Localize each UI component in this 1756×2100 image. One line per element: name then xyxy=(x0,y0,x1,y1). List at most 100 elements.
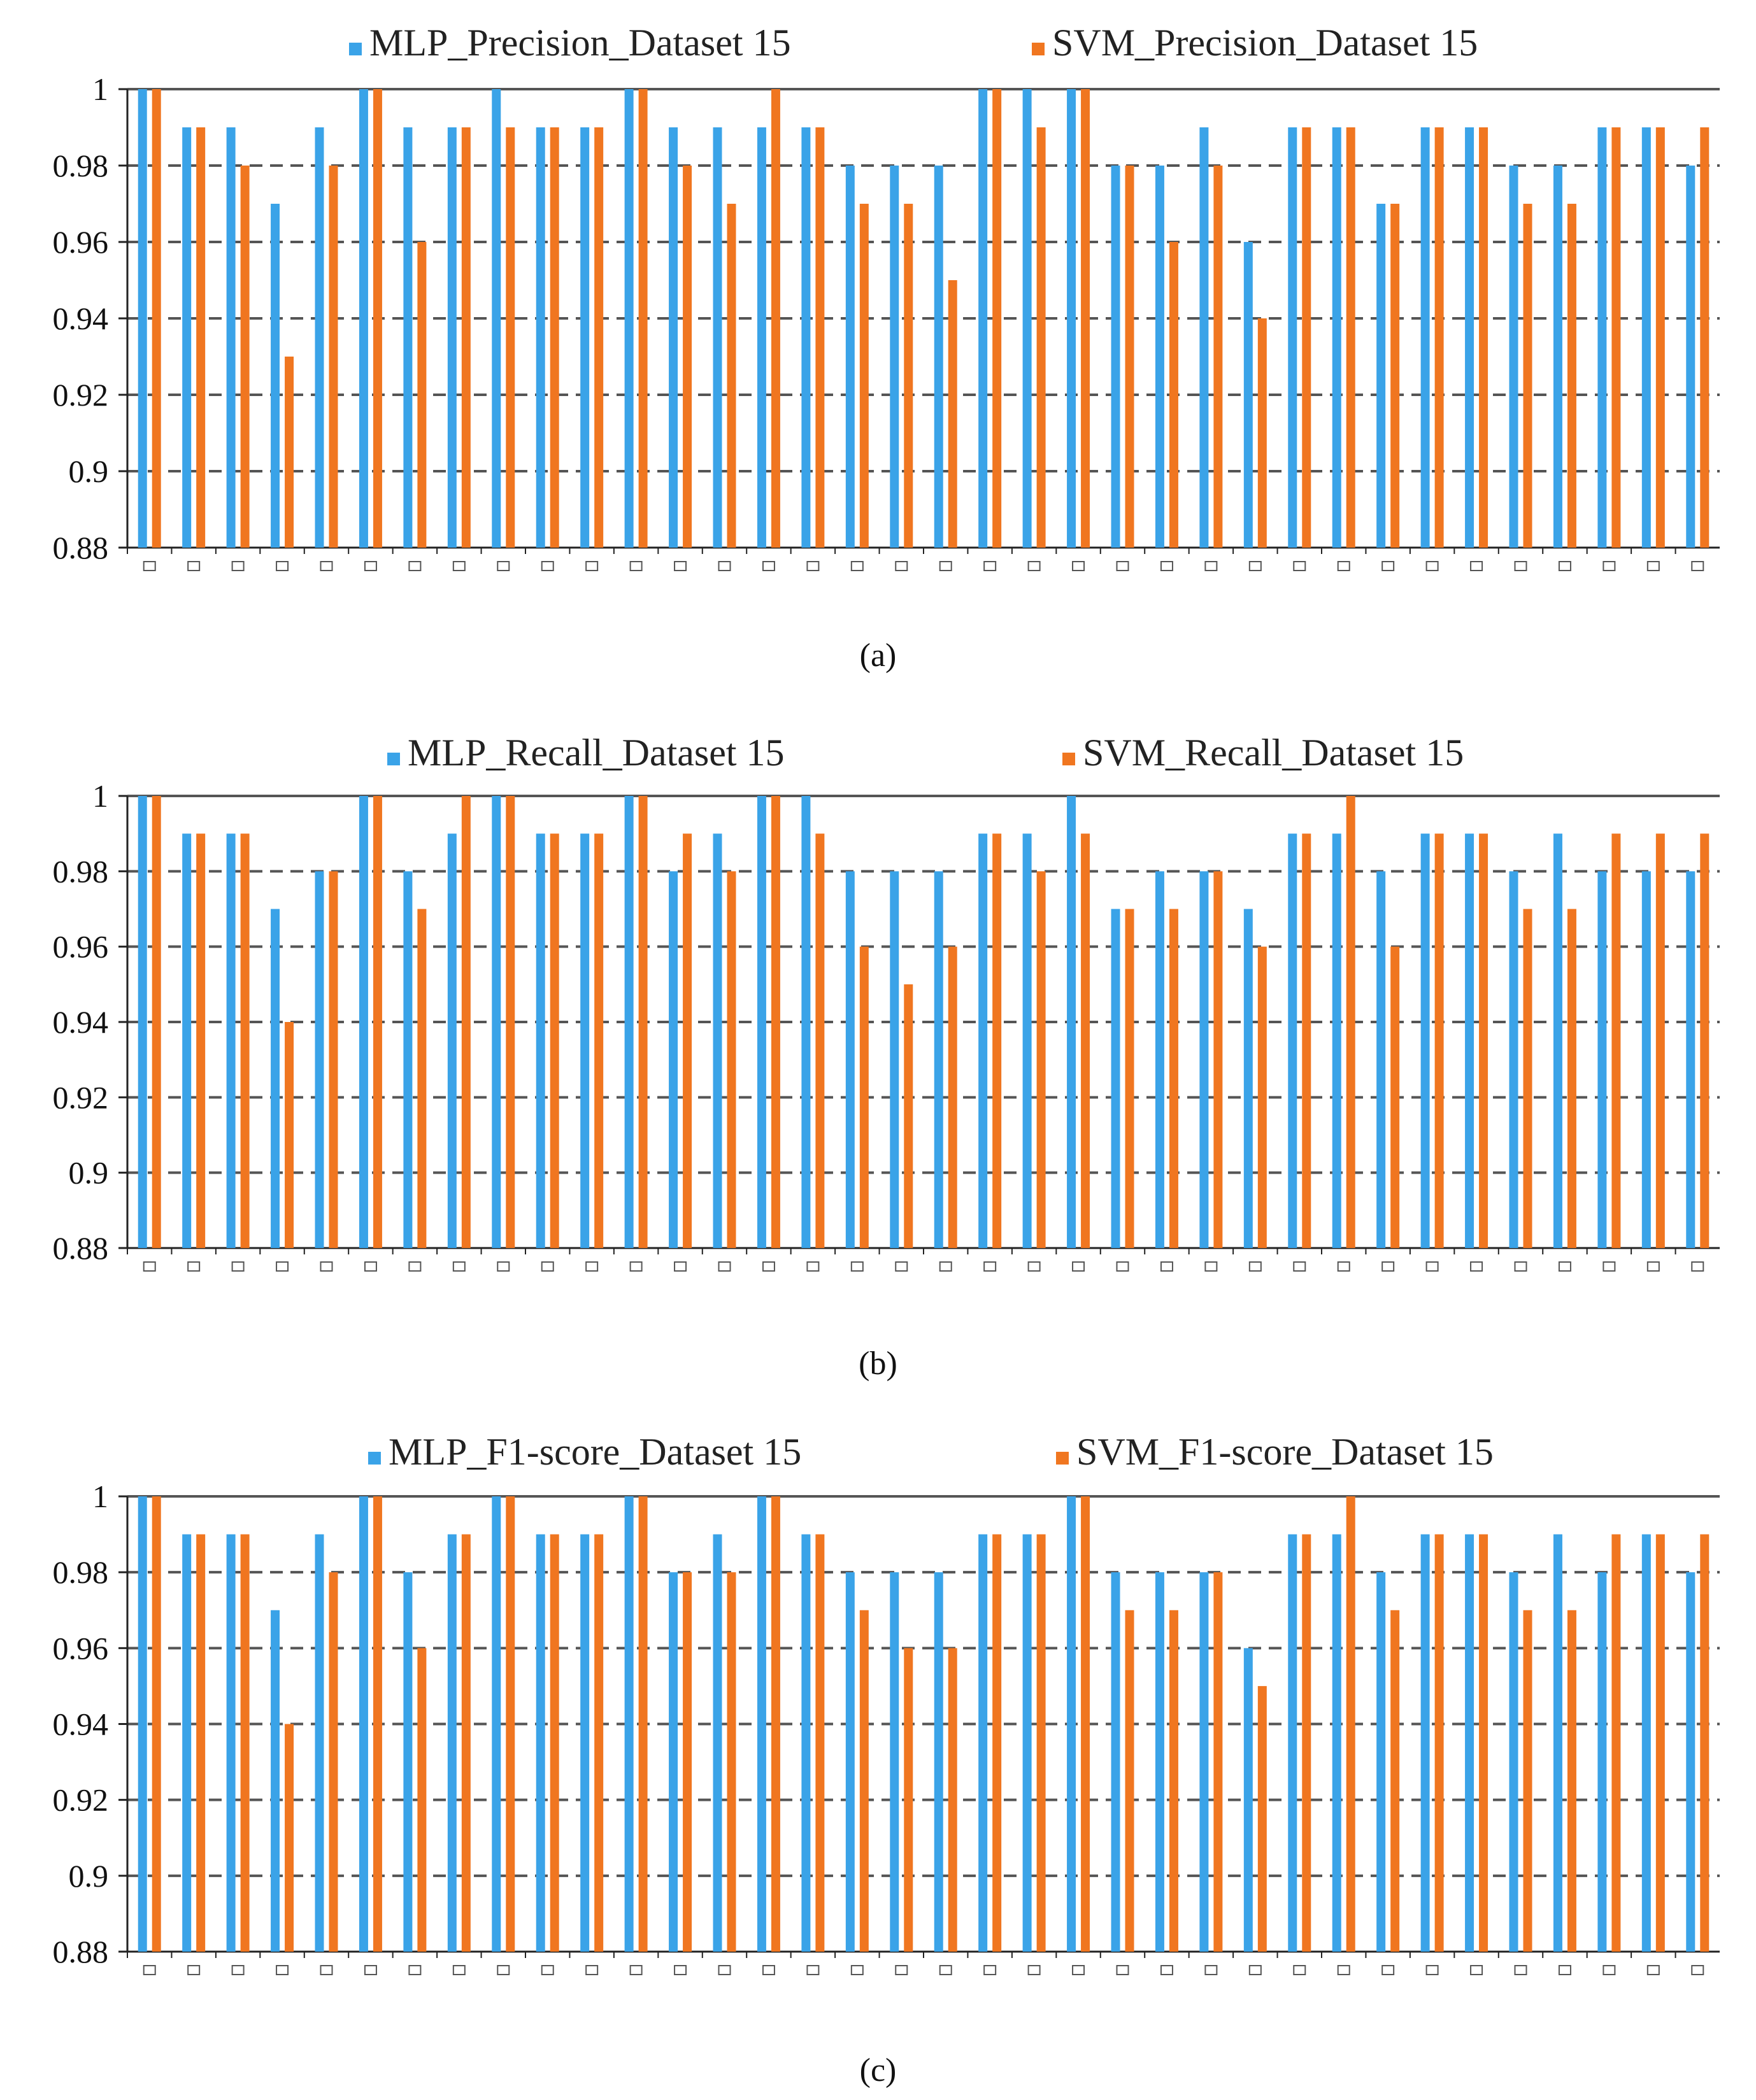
svm-bar xyxy=(196,834,206,1248)
mlp-bar xyxy=(271,204,280,548)
svm-bar xyxy=(1036,871,1046,1248)
mlp-bar xyxy=(1465,834,1474,1248)
svm-bar xyxy=(240,166,250,548)
mlp-bar xyxy=(492,796,501,1248)
svm-bar xyxy=(1390,204,1400,548)
svm-bar xyxy=(1611,127,1621,548)
x-category-glyph xyxy=(718,1261,731,1272)
mlp-bar xyxy=(845,166,855,548)
mlp-bar xyxy=(1067,1496,1076,1952)
mlp-bar xyxy=(1332,127,1341,548)
chart-panel-a: 0.88 0.9 0.92 0.94 0.96 0.98 1 MLP_Precision_Da… xyxy=(0,0,1756,643)
svm-bar xyxy=(1434,127,1444,548)
x-category-glyph xyxy=(939,561,952,571)
x-category-glyph xyxy=(1470,561,1483,571)
mlp-bar xyxy=(447,1534,457,1952)
x-category-glyph xyxy=(541,561,554,571)
x-category-glyph xyxy=(143,561,156,571)
x-category-glyph xyxy=(762,1965,775,1975)
legend-label-mlp: MLP_Precision_Dataset 15 xyxy=(369,22,791,64)
svm-bar xyxy=(1346,1496,1355,1952)
x-category-glyph xyxy=(1248,561,1262,571)
svm-bar xyxy=(1302,1534,1311,1952)
svm-bar xyxy=(329,1572,338,1952)
x-category-glyph xyxy=(1646,1261,1660,1272)
mlp-bar xyxy=(1597,871,1607,1248)
svm-bar xyxy=(550,1534,559,1952)
svm-bar xyxy=(329,871,338,1248)
x-category-glyph xyxy=(1381,561,1395,571)
x-category-glyph xyxy=(1160,1965,1173,1975)
mlp-bar xyxy=(713,1534,722,1952)
mlp-bar xyxy=(1509,871,1518,1248)
mlp-bar xyxy=(845,1572,855,1952)
svm-bar xyxy=(196,1534,206,1952)
x-category-glyph xyxy=(1425,561,1439,571)
mlp-bar xyxy=(138,1496,147,1952)
x-category-glyph xyxy=(1293,561,1306,571)
y-tick-label: 1 xyxy=(92,71,108,107)
mlp-bar xyxy=(801,127,811,548)
svm-bar xyxy=(1036,1534,1046,1952)
x-category-glyph xyxy=(1248,1261,1262,1272)
legend-swatch-svm xyxy=(1056,1452,1069,1465)
x-category-glyph xyxy=(1558,561,1571,571)
x-category-glyph xyxy=(1425,1965,1439,1975)
x-category-glyph xyxy=(1072,561,1085,571)
mlp-bar xyxy=(138,796,147,1248)
svm-bar xyxy=(1390,1610,1400,1952)
x-category-glyph xyxy=(1160,1261,1173,1272)
x-category-glyph xyxy=(364,561,377,571)
mlp-bar xyxy=(1420,127,1430,548)
x-category-glyph xyxy=(1072,1965,1085,1975)
svm-bar xyxy=(550,127,559,548)
svm-bar xyxy=(859,1610,869,1952)
x-category-glyph xyxy=(1646,561,1660,571)
x-category-glyph xyxy=(1337,1965,1350,1975)
svm-bar xyxy=(638,796,648,1248)
svm-bar xyxy=(152,89,161,548)
x-category-glyph xyxy=(497,1965,510,1975)
mlp-bar xyxy=(536,127,545,548)
svm-bar xyxy=(1302,127,1311,548)
svm-bar xyxy=(727,871,736,1248)
x-category-glyph xyxy=(629,561,643,571)
x-category-glyph xyxy=(187,561,201,571)
svm-bar xyxy=(373,1496,382,1952)
mlp-bar xyxy=(1155,1572,1164,1952)
svm-bar xyxy=(1213,1572,1223,1952)
svm-bar xyxy=(373,89,382,548)
mlp-bar xyxy=(1332,834,1341,1248)
x-category-glyph xyxy=(718,1965,731,1975)
mlp-bar xyxy=(1641,127,1651,548)
chart-c: 0.88 0.9 0.92 0.94 0.96 0.98 1 MLP_F1-score_Dat… xyxy=(53,1431,1720,1975)
legend-label-mlp: MLP_Recall_Dataset 15 xyxy=(408,732,785,774)
mlp-bar xyxy=(890,871,899,1248)
legend-label-svm: SVM_F1-score_Dataset 15 xyxy=(1076,1431,1494,1473)
mlp-bar xyxy=(669,127,678,548)
mlp-bar xyxy=(757,796,766,1248)
legend-swatch-svm xyxy=(1062,753,1075,765)
mlp-bar xyxy=(1641,1534,1651,1952)
y-tick-label: 0.92 xyxy=(53,377,109,413)
x-category-glyph xyxy=(983,1261,997,1272)
mlp-bar xyxy=(1465,1534,1474,1952)
mlp-bar xyxy=(492,89,501,548)
mlp-bar xyxy=(669,871,678,1248)
svm-bar xyxy=(815,834,825,1248)
mlp-bar xyxy=(226,834,236,1248)
svm-bar xyxy=(1169,242,1178,548)
svm-bar xyxy=(240,1534,250,1952)
svm-bar xyxy=(727,204,736,548)
mlp-bar xyxy=(801,796,811,1248)
svm-bar xyxy=(1700,834,1710,1248)
x-category-glyph xyxy=(408,1965,422,1975)
x-category-glyph xyxy=(231,1261,245,1272)
mlp-bar xyxy=(934,1572,943,1952)
svm-bar xyxy=(683,1572,692,1952)
x-category-glyph xyxy=(1116,1965,1129,1975)
mlp-bar xyxy=(1288,834,1297,1248)
svm-bar xyxy=(1700,127,1710,548)
mlp-bar xyxy=(182,834,192,1248)
x-category-glyph xyxy=(1425,1261,1439,1272)
